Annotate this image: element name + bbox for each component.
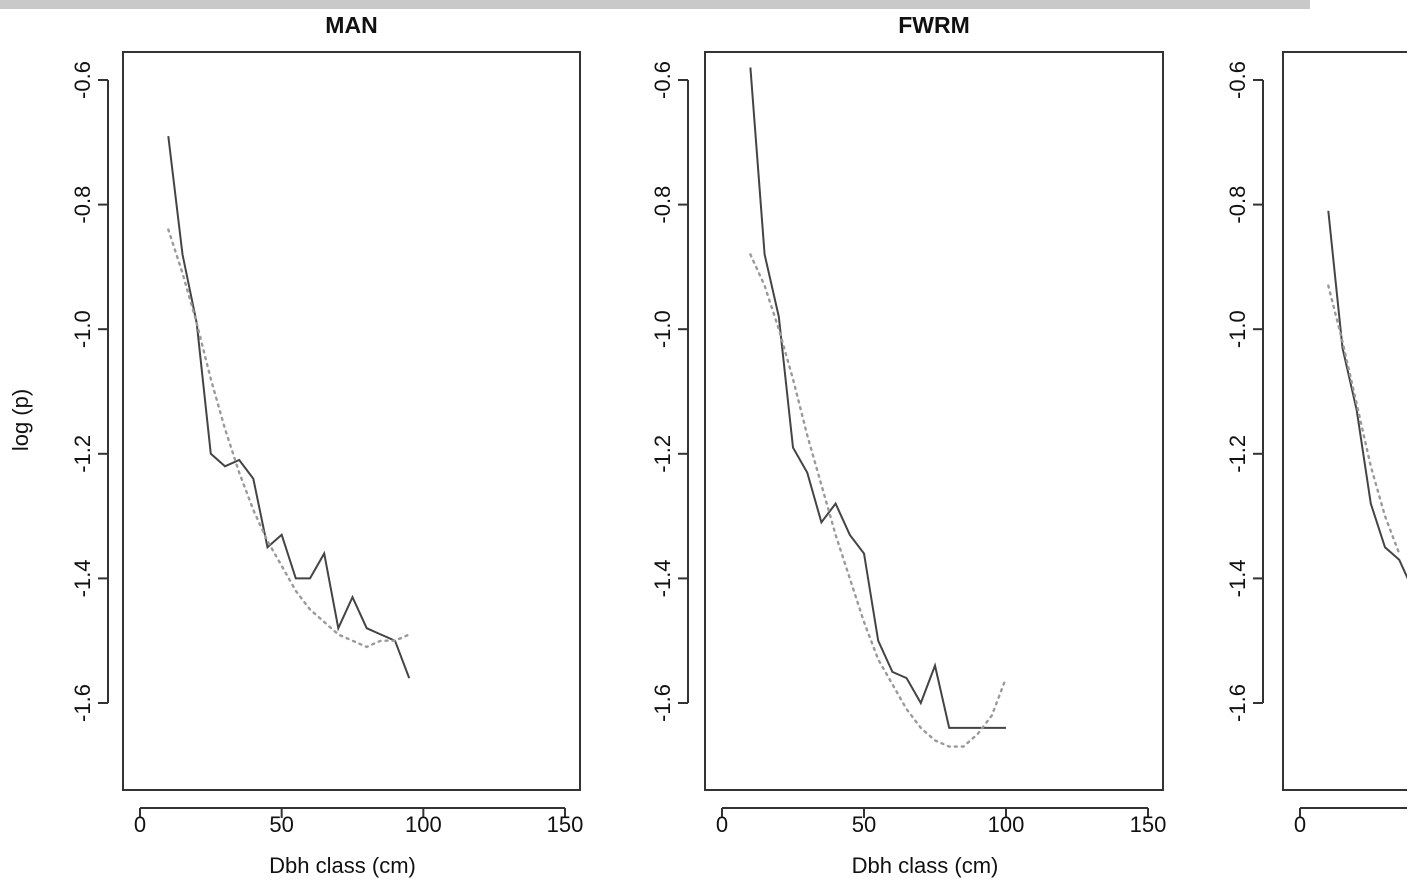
y-tick-label: -0.8 [1225, 186, 1250, 224]
y-tick-label: -1.6 [70, 684, 95, 722]
y-tick-label: -1.0 [1225, 310, 1250, 348]
y-tick-label: -1.4 [650, 559, 675, 597]
x-tick-label: 100 [405, 812, 442, 837]
fitted-curve-line [1327, 284, 1401, 555]
y-tick-label: -1.6 [1225, 684, 1250, 722]
y-tick-label: -0.8 [70, 186, 95, 224]
chart-panels: 0 50 100 150 -0.6 -0.8 -1.0 -1.2 -1.4 -1.6 MAN Dbh … [8, 12, 1407, 878]
x-tick-label: 0 [1294, 812, 1306, 837]
x-axis-title: Dbh class (cm) [269, 853, 416, 878]
y-tick-label: -0.6 [70, 61, 95, 99]
y-tick-label: -1.4 [70, 559, 95, 597]
observed-series-line [749, 67, 1006, 729]
y-tick-label: -0.8 [650, 186, 675, 224]
y-tick-label: -1.0 [650, 310, 675, 348]
x-tick-label: 150 [1130, 812, 1167, 837]
fitted-curve-line [167, 228, 411, 649]
plot-frame [1282, 51, 1407, 791]
y-tick-label: -1.4 [1225, 559, 1250, 597]
chart-panel-1: 0 50 100 150 -0.6 -0.8 -1.0 -1.2 -1.4 -1.6 MAN Dbh … [8, 12, 583, 878]
y-axis-title: log (p) [8, 389, 33, 451]
x-tick-label: 50 [269, 812, 293, 837]
x-tick-label: 150 [547, 812, 584, 837]
panel-title: FWRM [898, 12, 970, 38]
y-tick-label: -1.0 [70, 310, 95, 348]
top-gray-strip [0, 0, 1310, 9]
x-axis-title: Dbh class (cm) [852, 853, 999, 878]
chart-panel-3: 0 -0.6 -0.8 -1.0 -1.2 -1.4 -1.6 [1225, 51, 1407, 837]
y-tick-label: -0.6 [1225, 61, 1250, 99]
panel-title: MAN [325, 12, 377, 38]
observed-series-line [167, 135, 411, 679]
x-tick-label: 0 [716, 812, 728, 837]
x-tick-label: 100 [988, 812, 1025, 837]
plot-frame [704, 51, 1164, 791]
y-tick-label: -0.6 [650, 61, 675, 99]
y-tick-label: -1.2 [650, 435, 675, 473]
y-tick-label: -1.2 [70, 435, 95, 473]
y-tick-label: -1.6 [650, 684, 675, 722]
x-tick-label: 50 [852, 812, 876, 837]
plot-frame [122, 51, 581, 791]
x-tick-label: 0 [134, 812, 146, 837]
chart-panel-2: 0 50 100 150 -0.6 -0.8 -1.0 -1.2 -1.4 -1.6 FWRM Dbh… [650, 12, 1166, 878]
observed-series-line [1327, 210, 1407, 580]
top-strip-bar [0, 0, 1310, 9]
y-tick-label: -1.2 [1225, 435, 1250, 473]
fitted-curve-line [749, 253, 1008, 748]
